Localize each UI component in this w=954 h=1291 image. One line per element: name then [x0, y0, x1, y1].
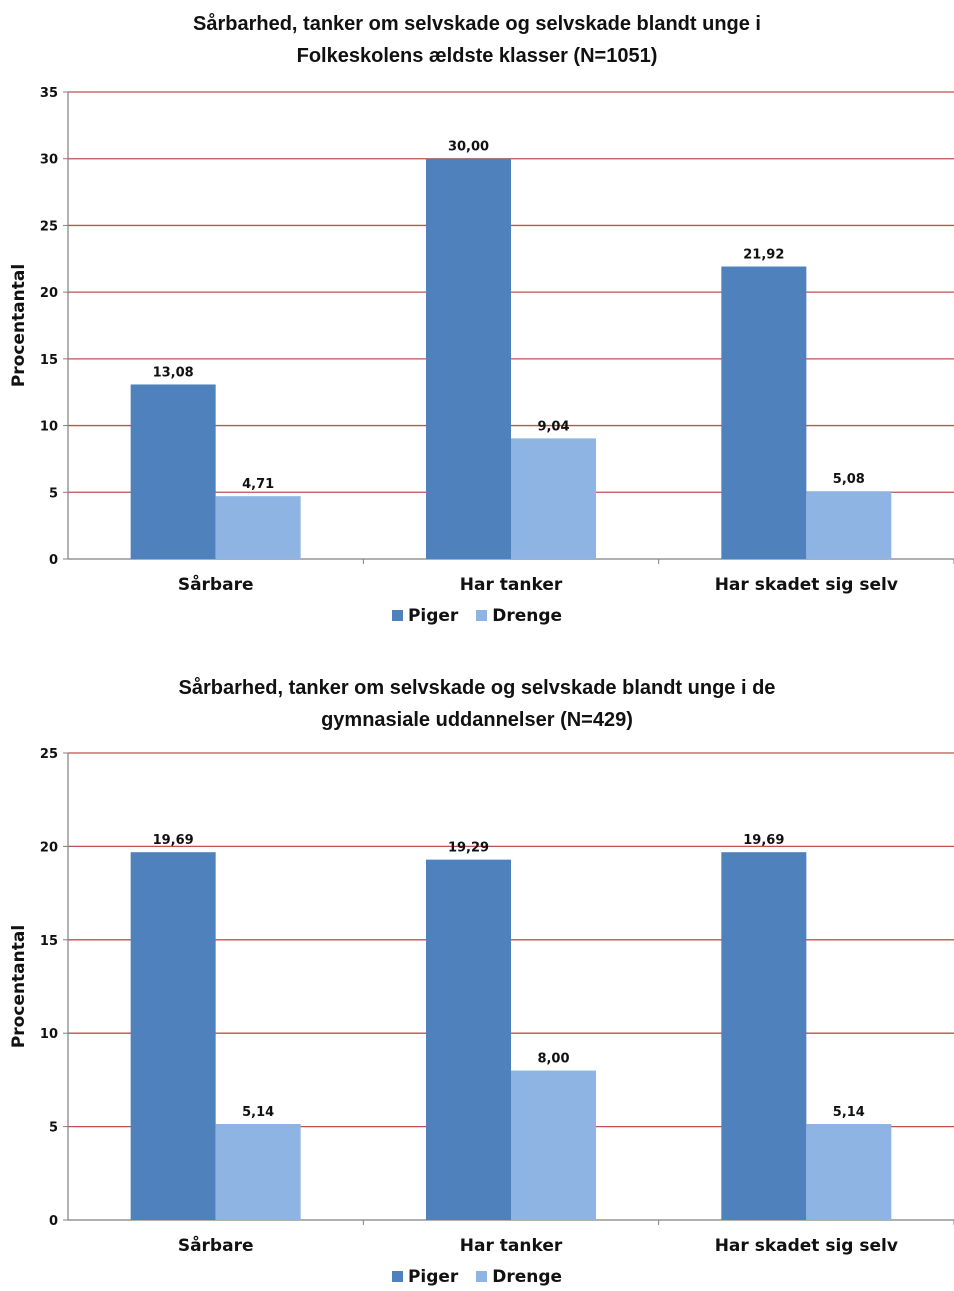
chart-2-bar-drenge-3	[806, 1123, 892, 1220]
chart-1-bar-drenge-3	[806, 491, 892, 559]
chart-2-y-axis-label: Procentantal	[9, 925, 29, 1048]
chart-1-y-axis-label: Procentantal	[9, 264, 29, 387]
chart-1-legend-piger: Piger	[391, 606, 459, 626]
chart-1-bar-drenge-2	[511, 438, 596, 559]
chart-2-y-tick-label: 20	[40, 840, 58, 855]
chart-1-data-label-drenge-3: 5,08	[833, 472, 865, 487]
chart-1-y-tick-label: 0	[49, 553, 58, 568]
chart-2-y-tick-label: 10	[40, 1027, 58, 1042]
chart-2-y-tick-label: 0	[49, 1214, 58, 1229]
chart-1-y-tick-label: 35	[40, 86, 58, 101]
chart-2-legend-drenge-label: Drenge	[492, 1267, 563, 1287]
chart-1-data-label-piger-1: 13,08	[153, 365, 194, 380]
chart-1-plot: 0 5 10 15 20 25 30 35 Procentantal 13,08 4,71 Sårba…	[9, 86, 954, 595]
chart-2-legend-drenge: Drenge	[476, 1267, 562, 1287]
chart-1-data-label-piger-2: 30,00	[448, 140, 489, 155]
chart-1-legend-drenge-label: Drenge	[492, 606, 563, 626]
chart-2-legend-drenge-swatch	[476, 1271, 488, 1282]
chart-2-title-line-2: gymnasiale uddannelser (N=429)	[321, 709, 633, 731]
chart-2-y-tick-label: 5	[49, 1121, 58, 1136]
chart-1-y-tick-label: 10	[40, 420, 58, 435]
chart-2-bar-piger-1	[130, 852, 216, 1220]
chart-2-data-label-piger-1: 19,69	[153, 833, 194, 848]
chart-2-data-label-drenge-3: 5,14	[833, 1105, 865, 1120]
chart-2: Sårbarhed, tanker om selvskade og selvsk…	[0, 660, 954, 1291]
chart-2-data-label-drenge-1: 5,14	[242, 1105, 274, 1120]
chart-1-legend-piger-swatch	[391, 610, 403, 621]
chart-1-data-label-drenge-1: 4,71	[242, 477, 274, 492]
chart-2-data-label-piger-3: 19,69	[743, 833, 784, 848]
chart-2-legend-piger-label: Piger	[407, 1267, 459, 1287]
chart-2-bar-drenge-2	[511, 1070, 596, 1220]
chart-2-y-tick-label: 25	[40, 747, 58, 762]
chart-2-bar-drenge-1	[215, 1123, 301, 1220]
chart-1-legend-drenge: Drenge	[476, 606, 562, 626]
chart-2-category-label: Har skadet sig selv	[715, 1236, 898, 1256]
chart-1-legend-piger-label: Piger	[407, 606, 459, 626]
chart-1-data-label-piger-3: 21,92	[743, 248, 784, 263]
chart-2-category-label: Har tanker	[460, 1236, 563, 1256]
chart-1-bar-piger-1	[130, 384, 216, 559]
chart-2-plot: 0 5 10 15 20 25 Procentantal 19,69 5,14 Sårbare 19…	[9, 747, 954, 1256]
chart-1-y-tick-label: 30	[40, 153, 58, 168]
chart-1-title-line-1: Sårbarhed, tanker om selvskade og selvsk…	[193, 13, 761, 35]
chart-1-y-tick-label: 5	[49, 486, 58, 501]
chart-2-bar-piger-3	[721, 852, 807, 1220]
chart-2-data-label-drenge-2: 8,00	[537, 1052, 569, 1067]
chart-1-legend: Piger Drenge	[0, 606, 954, 626]
chart-1-y-tick-label: 20	[40, 286, 58, 301]
chart-2-bar-piger-2	[426, 859, 511, 1220]
chart-2-legend: Piger Drenge	[0, 1267, 954, 1287]
chart-1: Sårbarhed, tanker om selvskade og selvsk…	[0, 0, 954, 640]
chart-1-data-label-drenge-2: 9,04	[537, 419, 569, 434]
chart-2-legend-piger-swatch	[391, 1271, 403, 1282]
chart-1-y-tick-label: 25	[40, 219, 58, 234]
chart-1-title-line-2: Folkeskolens ældste klasser (N=1051)	[296, 45, 658, 67]
chart-1-bar-piger-2	[426, 158, 511, 559]
chart-1-category-label: Har skadet sig selv	[715, 575, 898, 595]
chart-2-title: Sårbarhed, tanker om selvskade og selvsk…	[0, 672, 954, 736]
chart-2-title-line-1: Sårbarhed, tanker om selvskade og selvsk…	[178, 677, 776, 699]
chart-1-y-tick-label: 15	[40, 353, 58, 368]
chart-1-bar-piger-3	[721, 266, 807, 559]
chart-2-category-label: Sårbare	[178, 1234, 254, 1256]
chart-1-legend-drenge-swatch	[476, 610, 488, 621]
chart-1-category-label: Har tanker	[460, 575, 563, 595]
chart-1-title: Sårbarhed, tanker om selvskade og selvsk…	[0, 8, 954, 72]
chart-2-data-label-piger-2: 19,29	[448, 841, 489, 856]
chart-2-legend-piger: Piger	[391, 1267, 459, 1287]
chart-2-y-tick-label: 15	[40, 934, 58, 949]
chart-1-bar-drenge-1	[215, 496, 301, 559]
chart-1-category-label: Sårbare	[178, 573, 254, 595]
